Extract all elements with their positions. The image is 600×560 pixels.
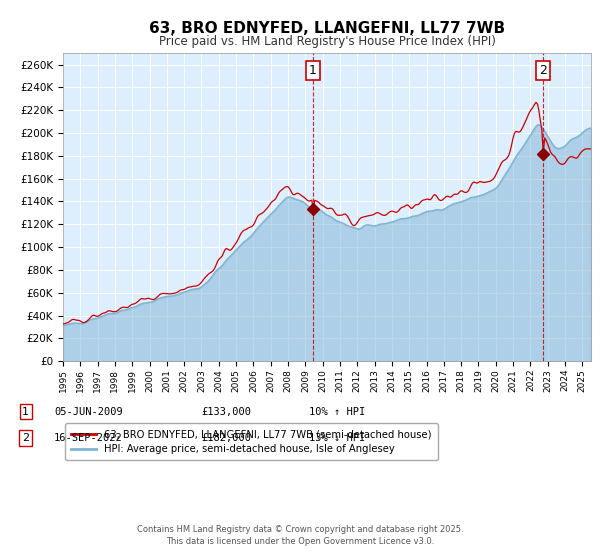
Text: 05-JUN-2009: 05-JUN-2009: [54, 407, 123, 417]
Text: 1: 1: [22, 407, 29, 417]
Text: £182,000: £182,000: [201, 433, 251, 443]
Text: 10% ↑ HPI: 10% ↑ HPI: [309, 407, 365, 417]
Text: 2: 2: [22, 433, 29, 443]
Text: 63, BRO EDNYFED, LLANGEFNI, LL77 7WB: 63, BRO EDNYFED, LLANGEFNI, LL77 7WB: [149, 21, 505, 36]
Legend: 63, BRO EDNYFED, LLANGEFNI, LL77 7WB (semi-detached house), HPI: Average price, : 63, BRO EDNYFED, LLANGEFNI, LL77 7WB (se…: [65, 423, 438, 460]
Text: Price paid vs. HM Land Registry's House Price Index (HPI): Price paid vs. HM Land Registry's House …: [158, 35, 496, 48]
Text: 1: 1: [309, 64, 317, 77]
Text: 2: 2: [539, 64, 547, 77]
Text: £133,000: £133,000: [201, 407, 251, 417]
Text: 16-SEP-2022: 16-SEP-2022: [54, 433, 123, 443]
Text: Contains HM Land Registry data © Crown copyright and database right 2025.
This d: Contains HM Land Registry data © Crown c…: [137, 525, 463, 546]
Text: 13% ↓ HPI: 13% ↓ HPI: [309, 433, 365, 443]
